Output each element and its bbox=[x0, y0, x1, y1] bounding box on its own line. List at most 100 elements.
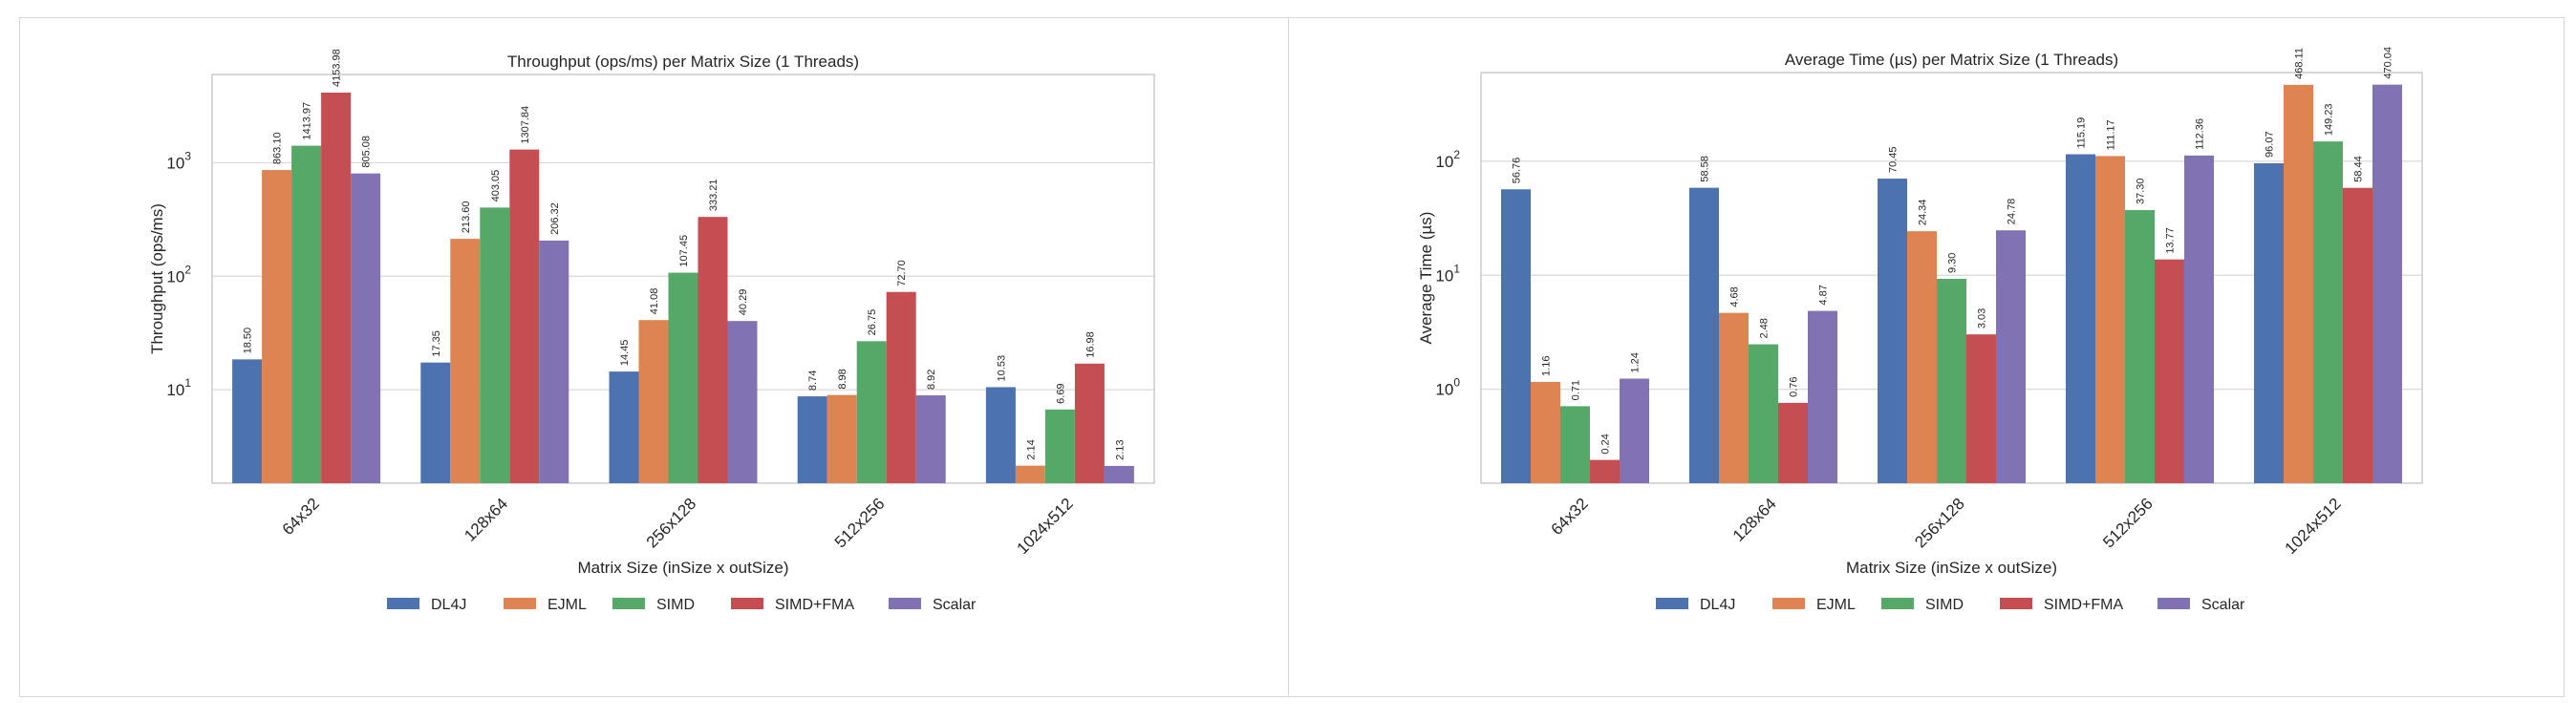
bar-value-label: 4.87 bbox=[1818, 285, 1830, 305]
bar-value-label: 468.11 bbox=[2294, 48, 2306, 79]
bar-value-label: 2.14 bbox=[1025, 439, 1037, 459]
bar-value-label: 8.92 bbox=[926, 370, 937, 390]
x-tick-label: 1024x512 bbox=[1013, 495, 1076, 558]
bar-value-label: 115.19 bbox=[2076, 117, 2088, 149]
panel-divider bbox=[1288, 17, 1289, 697]
chart-title: Average Time (µs) per Matrix Size (1 Thr… bbox=[1785, 51, 2118, 69]
y-tick-exponent: 2 bbox=[184, 263, 191, 276]
x-tick-label: 128x64 bbox=[461, 495, 511, 545]
bar-scalar bbox=[727, 321, 758, 483]
bar-value-label: 1413.97 bbox=[302, 102, 313, 140]
chart-1: 10110210318.50863.101413.974153.98805.08… bbox=[148, 49, 1155, 613]
bar-value-label: 4.68 bbox=[1729, 286, 1741, 307]
bar-simd-fma bbox=[1590, 459, 1620, 483]
bar-scalar bbox=[2184, 155, 2214, 483]
bar-value-label: 470.04 bbox=[2383, 47, 2394, 79]
legend-label: Scalar bbox=[2201, 597, 2245, 613]
x-tick-label: 256x128 bbox=[643, 495, 700, 552]
bar-value-label: 8.98 bbox=[837, 369, 848, 389]
bar-simd-fma bbox=[886, 291, 916, 483]
y-tick-exponent: 3 bbox=[184, 149, 191, 162]
bar-value-label: 10.53 bbox=[996, 355, 1007, 382]
y-tick-label: 102 bbox=[1435, 148, 1460, 171]
bar-simd bbox=[1044, 409, 1075, 483]
bar-value-label: 8.74 bbox=[807, 371, 819, 391]
bar-dl4j bbox=[232, 359, 263, 483]
bar-simd-fma bbox=[2343, 187, 2372, 483]
bar-value-label: 2.48 bbox=[1759, 318, 1771, 338]
bar-simd bbox=[480, 207, 510, 483]
legend-swatch bbox=[889, 598, 921, 609]
y-tick-exponent: 1 bbox=[1453, 262, 1460, 275]
legend-swatch bbox=[1772, 598, 1805, 609]
bar-ejml bbox=[826, 394, 857, 483]
bar-dl4j bbox=[2254, 162, 2284, 483]
legend-swatch bbox=[1656, 598, 1688, 609]
bar-ejml bbox=[262, 170, 292, 483]
legend-swatch bbox=[504, 598, 536, 609]
bar-value-label: 6.69 bbox=[1055, 383, 1066, 403]
y-axis-label: Average Time (µs) bbox=[1417, 212, 1435, 345]
x-tick-label: 512x256 bbox=[831, 495, 889, 552]
bar-simd-fma bbox=[1074, 363, 1105, 483]
x-tick-label: 64x32 bbox=[279, 495, 323, 539]
bar-simd bbox=[2313, 141, 2343, 483]
bar-simd-fma bbox=[1966, 334, 1996, 483]
legend-label: SIMD+FMA bbox=[2044, 597, 2123, 613]
bar-simd bbox=[1560, 406, 1590, 483]
x-tick-label: 512x256 bbox=[2099, 495, 2157, 552]
bar-value-label: 24.78 bbox=[2007, 199, 2018, 225]
y-axis-label: Throughput (ops/ms) bbox=[148, 203, 166, 354]
bar-value-label: 26.75 bbox=[867, 309, 878, 336]
bar-value-label: 96.07 bbox=[2265, 131, 2276, 158]
y-tick-exponent: 1 bbox=[184, 376, 191, 390]
bar-value-label: 863.10 bbox=[272, 132, 284, 164]
legend-swatch bbox=[2157, 598, 2190, 609]
legend-label: DL4J bbox=[1700, 597, 1735, 613]
bar-value-label: 17.35 bbox=[431, 330, 442, 357]
bar-value-label: 213.60 bbox=[461, 201, 472, 233]
legend-swatch bbox=[1881, 598, 1914, 609]
legend-label: EJML bbox=[547, 597, 587, 613]
x-tick-label: 128x64 bbox=[1729, 495, 1780, 545]
legend-swatch bbox=[387, 598, 419, 609]
bar-dl4j bbox=[797, 396, 827, 483]
legend-label: DL4J bbox=[431, 597, 466, 613]
bar-dl4j bbox=[609, 371, 639, 483]
bar-simd-fma bbox=[321, 92, 352, 484]
y-tick-base: 10 bbox=[1435, 153, 1453, 171]
bar-value-label: 206.32 bbox=[549, 202, 561, 235]
chart-title: Throughput (ops/ms) per Matrix Size (1 T… bbox=[507, 53, 859, 71]
bar-value-label: 2.13 bbox=[1114, 439, 1126, 459]
bar-value-label: 40.29 bbox=[738, 289, 749, 316]
bar-value-label: 111.17 bbox=[2106, 119, 2117, 150]
bar-simd-fma bbox=[698, 217, 728, 484]
bar-scalar bbox=[351, 173, 381, 483]
y-tick-label: 103 bbox=[166, 149, 191, 172]
bar-value-label: 403.05 bbox=[490, 170, 502, 202]
bar-simd bbox=[2125, 210, 2155, 483]
bar-simd bbox=[856, 341, 887, 483]
y-tick-label: 102 bbox=[166, 263, 191, 286]
bar-simd bbox=[1749, 344, 1778, 483]
x-tick-label: 64x32 bbox=[1548, 495, 1592, 539]
bar-ejml bbox=[1015, 465, 1045, 483]
bar-value-label: 107.45 bbox=[678, 235, 690, 267]
y-tick-exponent: 0 bbox=[1453, 376, 1460, 390]
bar-value-label: 58.58 bbox=[1700, 156, 1711, 182]
bar-scalar bbox=[1808, 310, 1837, 483]
bar-value-label: 13.77 bbox=[2165, 227, 2177, 254]
bar-value-label: 3.03 bbox=[1977, 308, 1988, 328]
bar-value-label: 0.24 bbox=[1600, 434, 1612, 454]
y-tick-base: 10 bbox=[166, 381, 184, 399]
legend-label: SIMD bbox=[656, 597, 695, 613]
legend-label: SIMD+FMA bbox=[775, 597, 854, 613]
y-tick-exponent: 2 bbox=[1453, 148, 1460, 161]
y-tick-label: 101 bbox=[1435, 262, 1460, 285]
bar-simd-fma bbox=[2155, 259, 2184, 483]
y-tick-base: 10 bbox=[166, 154, 184, 172]
legend-label: EJML bbox=[1816, 597, 1856, 613]
bar-value-label: 149.23 bbox=[2324, 103, 2335, 136]
bar-scalar bbox=[1620, 378, 1649, 483]
bar-value-label: 72.70 bbox=[896, 260, 908, 286]
